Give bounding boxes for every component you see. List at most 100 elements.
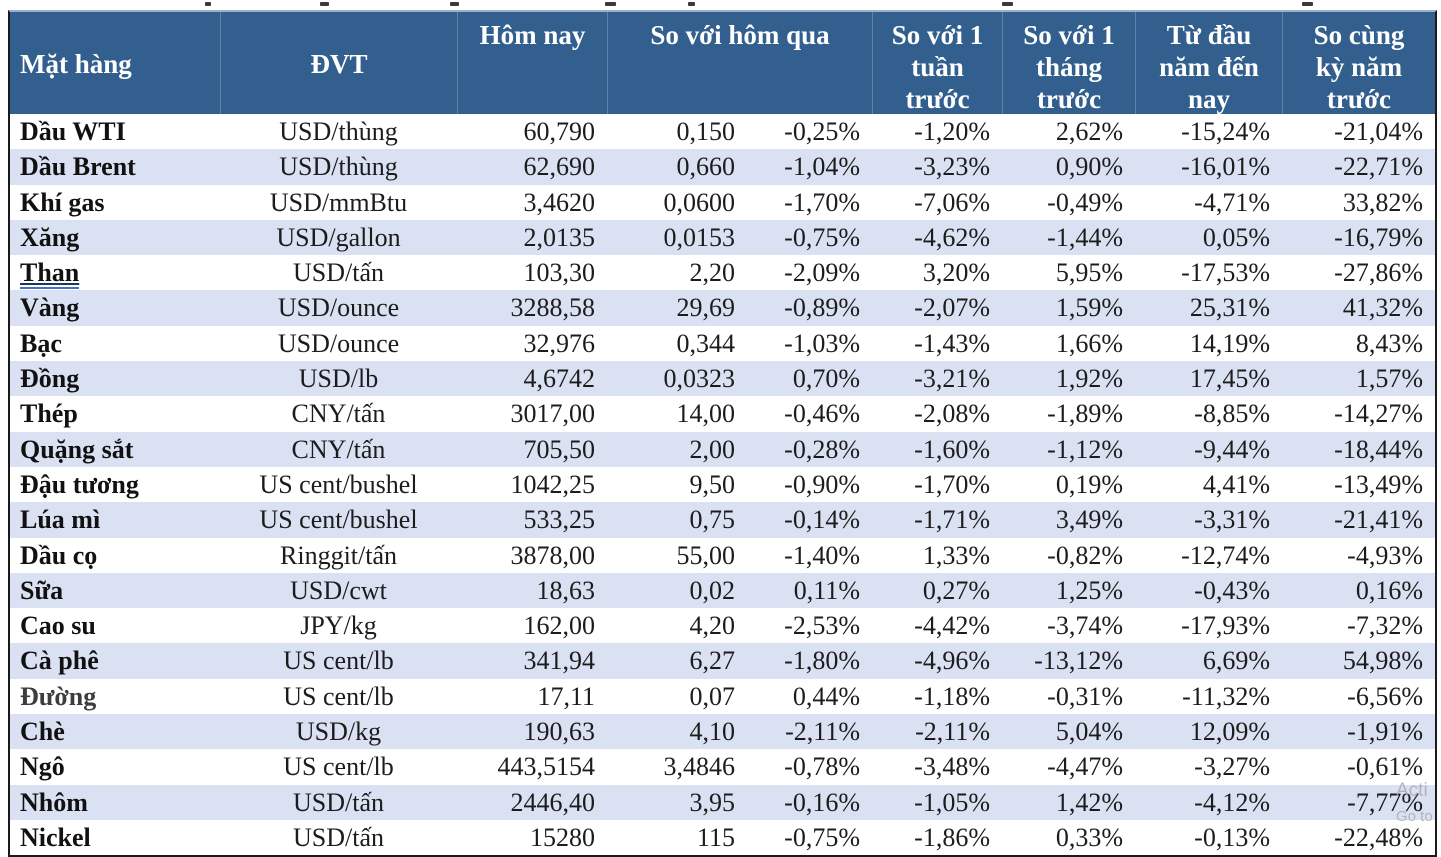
table-row: Đậu tương US cent/bushel 1042,25 9,50 -0… [10, 467, 1435, 502]
pct-vs-month: 0,90% [1055, 152, 1123, 182]
commodity-name: Xăng [10, 220, 220, 255]
pct-vs-month: -1,12% [1047, 434, 1123, 464]
header-vs-month: So với 1 tháng trước [1002, 12, 1135, 115]
pct-vs-last-year: 1,57% [1355, 364, 1423, 394]
commodity-name: Dầu WTI [10, 114, 220, 149]
today-value: 2,0135 [523, 222, 596, 252]
pct-vs-week: -7,06% [914, 187, 990, 217]
commodity-label: Ngô [20, 752, 65, 782]
change-value: 0,0153 [663, 222, 736, 252]
pct-vs-week: -1,86% [914, 822, 990, 852]
table-row: Đồng USD/lb 4,6742 0,0323 0,70% -3,21% 1… [10, 361, 1435, 397]
commodity-label: Đường [20, 681, 97, 711]
commodity-name: Sữa [10, 573, 220, 608]
commodity-name: Chè [10, 714, 220, 749]
pct-vs-month: 1,42% [1055, 787, 1123, 817]
pct-vs-yesterday: -1,04% [784, 152, 860, 182]
pct-ytd: 12,09% [1189, 717, 1270, 747]
today-value: 60,790 [523, 117, 596, 146]
pct-vs-week: -4,62% [914, 222, 990, 252]
table-row: Dầu Brent USD/thùng 62,690 0,660 -1,04% … [10, 149, 1435, 185]
pct-vs-last-year: -21,41% [1334, 505, 1423, 535]
pct-vs-yesterday: -1,03% [784, 328, 860, 358]
pct-vs-month: -0,82% [1047, 540, 1123, 570]
today-value: 705,50 [523, 434, 596, 464]
commodity-label: Nickel [20, 822, 91, 852]
pct-vs-last-year: 0,16% [1355, 575, 1423, 605]
pct-vs-last-year: -22,48% [1334, 822, 1423, 852]
commodity-label: Đồng [20, 364, 80, 394]
today-value: 2446,40 [510, 787, 596, 817]
pct-vs-month: 1,59% [1055, 293, 1123, 323]
pct-vs-yesterday: -0,90% [784, 469, 860, 499]
pct-ytd: -0,13% [1194, 822, 1270, 852]
table-row: Nickel USD/tấn 15280 115 -0,75% -1,86% 0… [10, 820, 1435, 855]
table-row: Quặng sắt CNY/tấn 705,50 2,00 -0,28% -1,… [10, 431, 1435, 467]
commodity-label: Cà phê [20, 646, 99, 676]
commodity-label: Nhôm [20, 787, 88, 817]
pct-vs-week: -1,18% [914, 681, 990, 711]
pct-vs-yesterday: -1,80% [784, 646, 860, 676]
table-row: Nhôm USD/tấn 2446,40 3,95 -0,16% -1,05% … [10, 784, 1435, 820]
clipped-text-fragment [450, 2, 459, 6]
today-value: 4,6742 [523, 364, 596, 394]
pct-ytd: -16,01% [1181, 152, 1270, 182]
commodity-name: Nhôm [10, 785, 220, 820]
table-row: Dầu WTI USD/thùng 60,790 0,150 -0,25% -1… [10, 114, 1435, 149]
pct-vs-week: -1,05% [914, 787, 990, 817]
clipped-text-fragment [320, 2, 329, 6]
commodity-label: Bạc [20, 328, 62, 358]
unit-cell: US cent/bushel [259, 505, 418, 535]
commodity-name: Nickel [10, 820, 220, 855]
pct-vs-yesterday: 0,44% [792, 681, 860, 711]
pct-ytd: -11,32% [1182, 681, 1270, 711]
table-row: Đường US cent/lb 17,11 0,07 0,44% -1,18%… [10, 679, 1435, 714]
change-value: 0,0600 [663, 187, 736, 217]
pct-vs-last-year: -18,44% [1334, 434, 1423, 464]
pct-ytd: -8,85% [1194, 399, 1270, 429]
change-value: 0,660 [676, 152, 736, 182]
today-value: 162,00 [523, 611, 596, 641]
commodity-name: Bạc [10, 326, 220, 361]
pct-vs-month: -13,12% [1034, 646, 1123, 676]
unit-cell: USD/thùng [279, 152, 398, 182]
pct-vs-week: -1,43% [914, 328, 990, 358]
pct-vs-month: -0,49% [1047, 187, 1123, 217]
commodity-name: Đường [10, 679, 220, 714]
commodity-label: Xăng [20, 222, 80, 252]
pct-vs-month: -4,47% [1047, 752, 1123, 782]
today-value: 62,690 [523, 152, 596, 182]
pct-vs-yesterday: -0,89% [784, 293, 860, 323]
unit-cell: Ringgit/tấn [280, 540, 397, 570]
pct-ytd: 0,05% [1202, 222, 1270, 252]
pct-vs-last-year: -4,93% [1347, 540, 1423, 570]
commodity-link[interactable]: Than [20, 258, 80, 290]
unit-cell: USD/gallon [276, 222, 401, 252]
pct-vs-week: -1,20% [914, 117, 990, 146]
commodity-name: Đồng [10, 361, 220, 396]
pct-vs-week: -1,60% [914, 434, 990, 464]
clipped-text-fragment [605, 2, 616, 6]
unit-cell: USD/tấn [293, 258, 384, 288]
pct-vs-yesterday: -0,16% [784, 787, 860, 817]
change-value: 2,00 [689, 434, 736, 464]
pct-ytd: -9,44% [1194, 434, 1270, 464]
unit-cell: USD/ounce [277, 328, 400, 358]
pct-vs-month: 1,66% [1055, 328, 1123, 358]
commodity-name: Thép [10, 396, 220, 431]
table-row: Khí gas USD/mmBtu 3,4620 0,0600 -1,70% -… [10, 185, 1435, 220]
pct-ytd: -0,43% [1194, 575, 1270, 605]
pct-vs-week: -1,70% [914, 469, 990, 499]
unit-cell: USD/lb [298, 364, 379, 394]
pct-ytd: 17,45% [1189, 364, 1270, 394]
unit-cell: USD/kg [295, 717, 382, 747]
unit-cell: USD/ounce [277, 293, 400, 323]
pct-vs-last-year: -22,71% [1334, 152, 1423, 182]
header-ytd: Từ đầu năm đến nay [1135, 12, 1282, 115]
pct-vs-yesterday: -0,46% [784, 399, 860, 429]
pct-vs-last-year: 41,32% [1342, 293, 1423, 323]
pct-vs-last-year: -16,79% [1334, 222, 1423, 252]
commodity-price-table: Mặt hàng ĐVT Hôm nay So với hôm qua So v… [8, 10, 1437, 857]
change-value: 29,69 [676, 293, 736, 323]
